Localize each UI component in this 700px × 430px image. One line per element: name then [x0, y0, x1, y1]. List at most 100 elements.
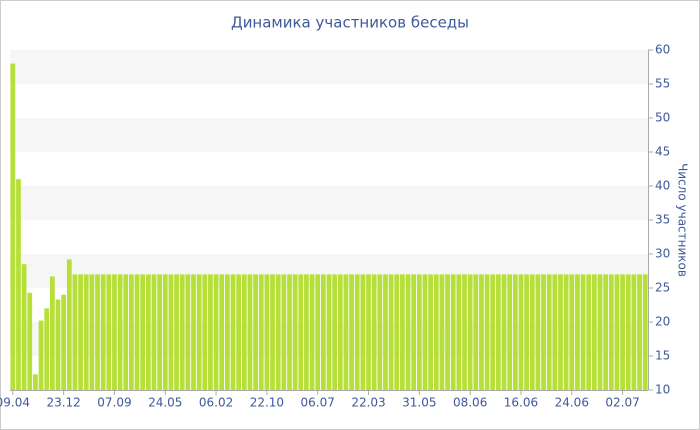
bar — [33, 374, 38, 390]
bar — [16, 179, 21, 390]
bar — [428, 274, 433, 390]
bar — [196, 274, 202, 390]
bar — [608, 274, 614, 390]
bar — [518, 274, 524, 390]
bar — [157, 274, 162, 390]
bar — [117, 274, 123, 390]
bar — [394, 274, 400, 390]
bar — [304, 274, 309, 390]
bar — [72, 274, 78, 390]
bar — [95, 274, 100, 390]
bar — [298, 274, 304, 390]
bar — [55, 299, 61, 390]
grid-band — [10, 50, 648, 84]
bar — [151, 274, 157, 390]
y-tick-label: 55 — [655, 77, 670, 91]
bar — [213, 274, 219, 390]
grid-band — [10, 118, 648, 152]
x-tick-label: 07.09 — [97, 396, 131, 410]
bar — [484, 274, 490, 390]
y-tick-label: 35 — [655, 213, 670, 227]
bar — [439, 274, 445, 390]
bar — [202, 274, 208, 390]
bar — [377, 274, 383, 390]
bar — [332, 274, 338, 390]
bar — [580, 274, 586, 390]
bar — [479, 274, 484, 390]
bar — [106, 274, 112, 390]
bar — [507, 274, 513, 390]
bar — [591, 274, 597, 390]
bar — [400, 274, 405, 390]
x-tick-label: 06.07 — [301, 396, 335, 410]
bar — [360, 274, 366, 390]
bar — [614, 274, 620, 390]
bar — [66, 259, 72, 390]
bar — [388, 274, 394, 390]
y-axis-label: Число участников — [676, 163, 690, 277]
bar — [535, 274, 541, 390]
bar — [456, 274, 462, 390]
bar — [219, 274, 225, 390]
bar — [552, 274, 558, 390]
bar — [597, 274, 603, 390]
bar — [383, 274, 388, 390]
bar — [49, 276, 55, 390]
x-tick-label: 24.06 — [555, 396, 589, 410]
bar — [191, 274, 196, 390]
bar — [637, 274, 642, 390]
bar — [405, 274, 411, 390]
y-tick-label: 10 — [655, 383, 670, 397]
bar — [445, 274, 450, 390]
grid-band — [10, 186, 648, 220]
x-tick-label: 02.07 — [605, 396, 639, 410]
bar — [558, 274, 563, 390]
bar — [281, 274, 287, 390]
bar — [450, 274, 456, 390]
bar — [631, 274, 637, 390]
bar — [258, 274, 264, 390]
bar — [337, 274, 343, 390]
bar — [625, 274, 631, 390]
bar — [174, 274, 179, 390]
bar — [320, 274, 326, 390]
bar — [225, 274, 230, 390]
y-tick-label: 50 — [655, 111, 670, 125]
bar — [123, 274, 129, 390]
bar — [129, 274, 134, 390]
bar — [38, 320, 44, 390]
x-tick-label: 16.06 — [504, 396, 538, 410]
x-tick-label: 09.04 — [0, 396, 30, 410]
bar — [309, 274, 315, 390]
y-tick-label: 20 — [655, 315, 670, 329]
x-tick-label: 08.06 — [453, 396, 487, 410]
bar — [563, 274, 569, 390]
bar — [21, 264, 27, 390]
bar — [371, 274, 377, 390]
bar — [112, 274, 117, 390]
y-tick-label: 60 — [655, 43, 670, 57]
bar — [264, 274, 270, 390]
bar — [89, 274, 95, 390]
bar — [78, 274, 83, 390]
bar — [253, 274, 258, 390]
bar — [496, 274, 501, 390]
bar — [145, 274, 151, 390]
bar — [529, 274, 535, 390]
x-tick-label: 23.12 — [46, 396, 80, 410]
bar — [230, 274, 236, 390]
bar — [620, 274, 625, 390]
x-tick-label: 31.05 — [402, 396, 436, 410]
bar — [236, 274, 242, 390]
bar — [343, 274, 349, 390]
bar — [185, 274, 191, 390]
bar — [27, 292, 33, 390]
bar — [473, 274, 479, 390]
bar — [134, 274, 140, 390]
bar — [366, 274, 371, 390]
bar — [416, 274, 422, 390]
bar — [10, 63, 16, 390]
bar — [44, 308, 50, 390]
